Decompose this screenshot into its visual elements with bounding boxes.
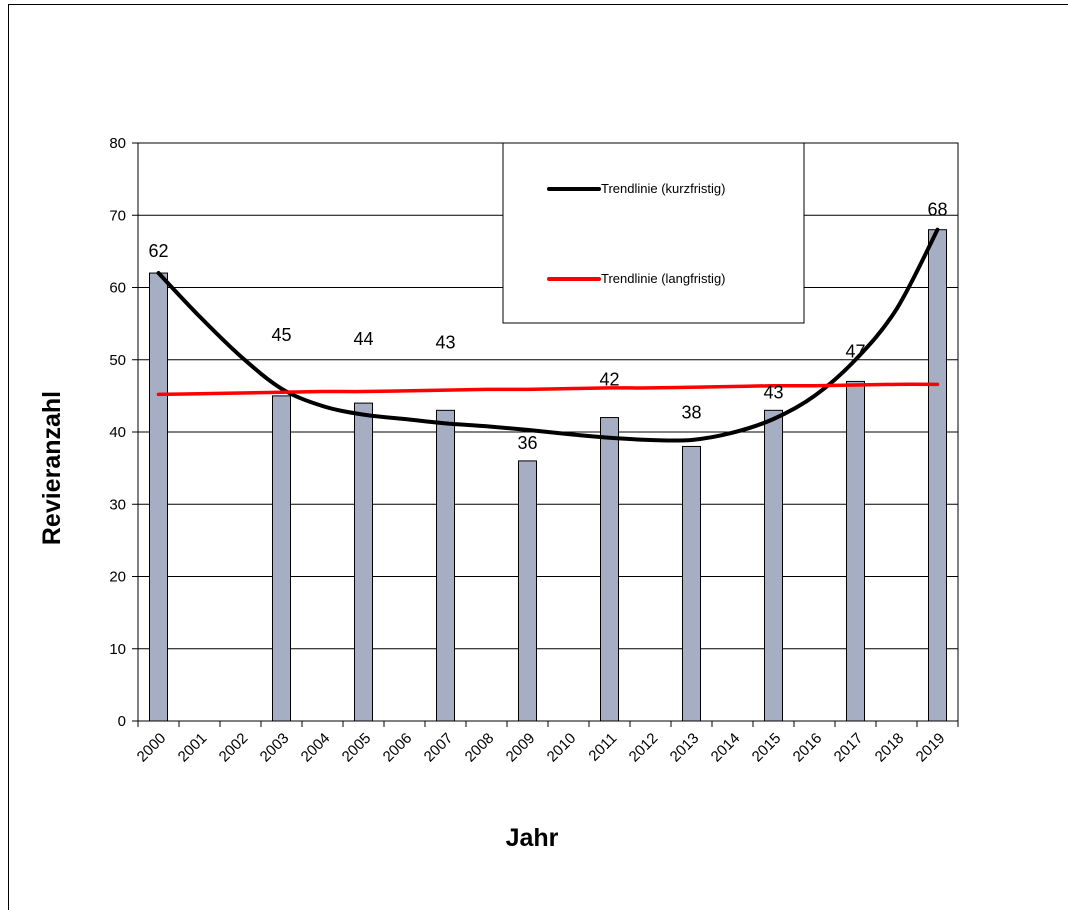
bar-2019 — [928, 229, 947, 722]
x-tick-label: 2015 — [749, 730, 785, 766]
x-tick-label: 2014 — [708, 730, 744, 766]
legend-label-short: Trendlinie (kurzfristig) — [601, 181, 726, 196]
legend-box — [502, 142, 805, 324]
x-tick-label: 2006 — [380, 730, 416, 766]
bar-2011 — [600, 417, 619, 722]
x-tick-label: 2013 — [667, 730, 703, 766]
x-tick-label: 2016 — [790, 730, 826, 766]
bar-2017 — [846, 380, 865, 722]
legend-label-long: Trendlinie (langfristig) — [601, 271, 726, 286]
bar-2000 — [149, 272, 168, 722]
trend-lines — [156, 227, 940, 443]
data-labels: 62 45 44 43 36 42 38 43 47 68 — [148, 200, 947, 453]
data-label-2017: 47 — [845, 341, 865, 361]
bar-2007 — [436, 409, 455, 722]
x-tick-label: 2008 — [462, 730, 498, 766]
y-tick-label: 50 — [109, 352, 126, 369]
x-tick-label: 2001 — [175, 730, 211, 766]
x-tick-label: 2018 — [872, 730, 908, 766]
data-label-2011: 42 — [599, 370, 619, 390]
x-tick-label: 2002 — [216, 730, 252, 766]
x-tick-label: 2007 — [421, 730, 457, 766]
bar-2005 — [354, 402, 373, 722]
y-tick-label: 20 — [109, 569, 126, 586]
x-tick-label: 2019 — [913, 730, 949, 766]
bar-2003 — [272, 395, 291, 722]
bar-2013 — [682, 445, 701, 722]
data-label-2019: 68 — [927, 200, 947, 220]
x-tick-label: 2000 — [134, 730, 170, 766]
bar-2015 — [764, 409, 783, 722]
x-tick-label: 2011 — [585, 730, 620, 765]
data-label-2009: 36 — [517, 433, 537, 453]
y-tick-label: 0 — [118, 713, 126, 730]
data-label-2005: 44 — [353, 329, 373, 349]
x-tick-label: 2004 — [298, 730, 334, 766]
data-label-2015: 43 — [763, 382, 783, 402]
data-label-2007: 43 — [435, 332, 455, 352]
y-tick-label: 30 — [109, 496, 126, 513]
x-axis-title: Jahr — [506, 824, 559, 852]
y-tick-label: 70 — [109, 207, 126, 224]
data-label-2000: 62 — [148, 241, 168, 261]
y-tick-label: 80 — [109, 135, 126, 152]
chart-frame — [8, 4, 1068, 910]
x-tick-label: 2003 — [257, 730, 293, 766]
trendline-long-term — [156, 382, 940, 397]
x-tick-label: 2010 — [544, 730, 580, 766]
data-label-2003: 45 — [271, 325, 291, 345]
x-tick-label: 2012 — [626, 730, 662, 766]
x-tick-label: 2017 — [831, 730, 867, 766]
y-tick-label: 60 — [109, 280, 126, 297]
bar-2009 — [518, 460, 537, 722]
y-axis-title: Revieranzahl — [38, 391, 66, 545]
y-tick-label: 40 — [109, 424, 126, 441]
legend: Trendlinie (kurzfristig) Trendlinie (lang… — [502, 142, 805, 324]
y-tick-label: 10 — [109, 641, 126, 658]
data-label-2013: 38 — [681, 402, 701, 422]
bar-series — [149, 229, 947, 722]
x-tick-label: 2009 — [503, 730, 539, 766]
x-tick-label: 2005 — [339, 730, 375, 766]
